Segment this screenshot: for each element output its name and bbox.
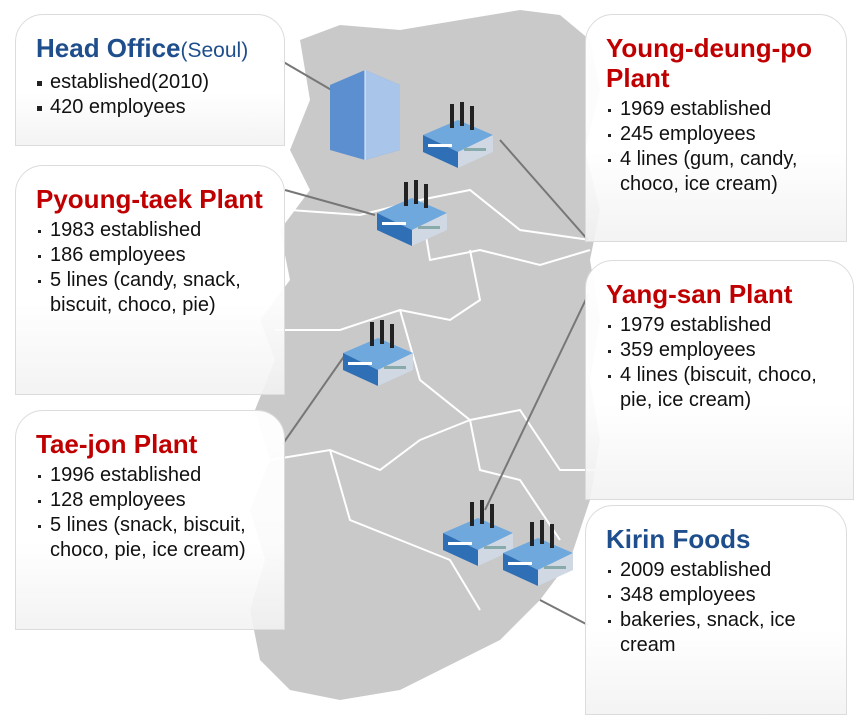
item-text: 2009 established [620,559,772,581]
bullet [608,159,611,162]
info-item: 1969 established [606,97,832,122]
item-text: 186 employees [50,244,186,266]
info-item: 420 employees [36,95,270,120]
info-box: Pyoung-taek Plant 1983 established 186 emp… [15,165,285,395]
info-item: 1983 established [36,218,270,243]
item-text: 1969 established [620,98,772,120]
box-title: Pyoung-taek Plant [36,184,263,214]
bullet [38,475,41,478]
bullet [37,81,42,86]
bullet [608,350,611,353]
korea-map [250,10,600,700]
item-text: 4 lines (biscuit, choco, pie, ice cream) [620,364,817,411]
bullet [608,595,611,598]
info-item: 2009 established [606,558,832,583]
bullet [38,230,41,233]
item-text: 5 lines (candy, snack, biscuit, choco, p… [50,269,241,316]
item-text: 420 employees [50,96,186,118]
info-box: Young-deung-po Plant 1969 established 245 … [585,14,847,242]
info-item: 1996 established [36,463,270,488]
info-box: Tae-jon Plant 1996 established 128 employe… [15,410,285,630]
bullet [608,134,611,137]
bullet [38,525,41,528]
connectors [279,59,589,626]
info-item: 359 employees [606,338,839,363]
bullet [608,620,611,623]
info-item: 5 lines (candy, snack, biscuit, choco, p… [36,268,270,318]
bullet [38,255,41,258]
bullet [38,280,41,283]
bullet [608,570,611,573]
info-item: 4 lines (biscuit, choco, pie, ice cream) [606,363,839,413]
title-subtitle: (Seoul) [180,39,249,62]
bullet [608,375,611,378]
box-title: Tae-jon Plant [36,429,198,459]
item-text: 5 lines (snack, biscuit, choco, pie, ice… [50,514,246,561]
head-office-building [330,70,400,160]
title-text: Head Office [36,33,181,63]
bullet [608,109,611,112]
item-text: established(2010) [50,71,209,93]
info-item: 186 employees [36,243,270,268]
item-text: 359 employees [620,339,756,361]
bullet [37,106,42,111]
bullet [38,500,41,503]
info-item: 5 lines (snack, biscuit, choco, pie, ice… [36,513,270,563]
info-box: Kirin Foods 2009 established 348 employees… [585,505,847,715]
info-box: Head Office(Seoul) established(2010) 420… [15,14,285,146]
bullet [608,325,611,328]
info-item: 4 lines (gum, candy, choco, ice cream) [606,147,832,197]
box-title: Young-deung-po Plant [606,33,813,93]
info-item: 128 employees [36,488,270,513]
info-box: Yang-san Plant 1979 established 359 employ… [585,260,854,500]
item-text: 245 employees [620,123,756,145]
item-text: 1983 established [50,219,202,241]
region-borders [269,188,595,611]
item-text: bakeries, snack, ice cream [620,609,796,656]
box-title: Head Office(Seoul) [36,33,270,66]
item-text: 4 lines (gum, candy, choco, ice cream) [620,148,798,195]
item-text: 348 employees [620,584,756,606]
info-item: 245 employees [606,122,832,147]
box-title: Yang-san Plant [606,279,793,309]
item-text: 1996 established [50,464,202,486]
item-text: 1979 established [620,314,772,336]
info-item: 348 employees [606,583,832,608]
box-title: Kirin Foods [606,524,751,554]
info-item: established(2010) [36,70,270,95]
info-item: 1979 established [606,313,839,338]
item-text: 128 employees [50,489,186,511]
info-item: bakeries, snack, ice cream [606,608,832,658]
